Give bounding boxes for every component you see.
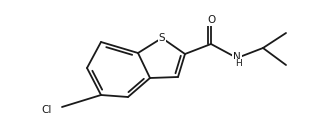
Text: S: S [159, 33, 165, 43]
Text: Cl: Cl [42, 105, 52, 115]
Text: N: N [233, 52, 241, 62]
Text: H: H [235, 59, 241, 68]
Text: O: O [207, 15, 215, 25]
